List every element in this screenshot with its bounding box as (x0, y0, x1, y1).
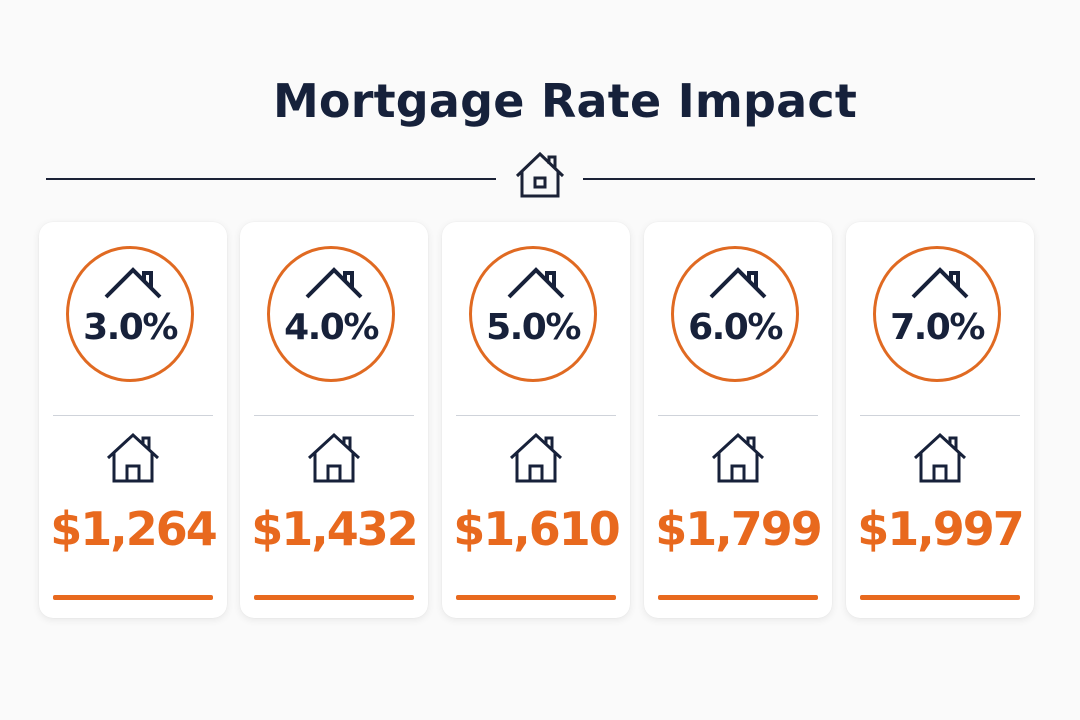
rate-card: 7.0% $1,997 (846, 222, 1034, 618)
accent-bar (254, 595, 414, 600)
monthly-payment: $1,997 (857, 502, 1025, 556)
accent-bar (456, 595, 616, 600)
roof-icon (104, 267, 162, 299)
rate-card: 3.0% $1,264 (39, 222, 227, 618)
rate-circle: 6.0% (671, 246, 799, 382)
monthly-payment: $1,264 (50, 502, 218, 556)
card-divider (53, 415, 213, 416)
accent-bar (658, 595, 818, 600)
card-divider (254, 415, 414, 416)
page-title: Mortgage Rate Impact (272, 74, 858, 128)
card-divider (860, 415, 1020, 416)
accent-bar (860, 595, 1020, 600)
house-icon (509, 432, 563, 483)
rate-value: 5.0% (486, 307, 581, 348)
monthly-payment: $1,799 (655, 502, 823, 556)
roof-icon (305, 267, 363, 299)
house-icon (106, 432, 160, 483)
house-icon (711, 432, 765, 483)
monthly-payment: $1,610 (453, 502, 621, 556)
roof-icon (507, 267, 565, 299)
house-icon (307, 432, 361, 483)
rate-circle: 4.0% (267, 246, 395, 382)
roof-icon (709, 267, 767, 299)
rate-circle: 3.0% (66, 246, 194, 382)
card-divider (456, 415, 616, 416)
rate-value: 7.0% (890, 307, 985, 348)
rate-value: 3.0% (83, 307, 178, 348)
divider-right (583, 178, 1035, 180)
roof-icon (911, 267, 969, 299)
card-divider (658, 415, 818, 416)
rate-card: 5.0% $1,610 (442, 222, 630, 618)
rate-card: 6.0% $1,799 (644, 222, 832, 618)
rate-circle: 5.0% (469, 246, 597, 382)
rate-value: 6.0% (688, 307, 783, 348)
house-icon (515, 151, 565, 198)
monthly-payment: $1,432 (251, 502, 419, 556)
rate-circle: 7.0% (873, 246, 1001, 382)
rate-card: 4.0% $1,432 (240, 222, 428, 618)
rate-value: 4.0% (284, 307, 379, 348)
house-icon (913, 432, 967, 483)
divider-left (46, 178, 496, 180)
accent-bar (53, 595, 213, 600)
